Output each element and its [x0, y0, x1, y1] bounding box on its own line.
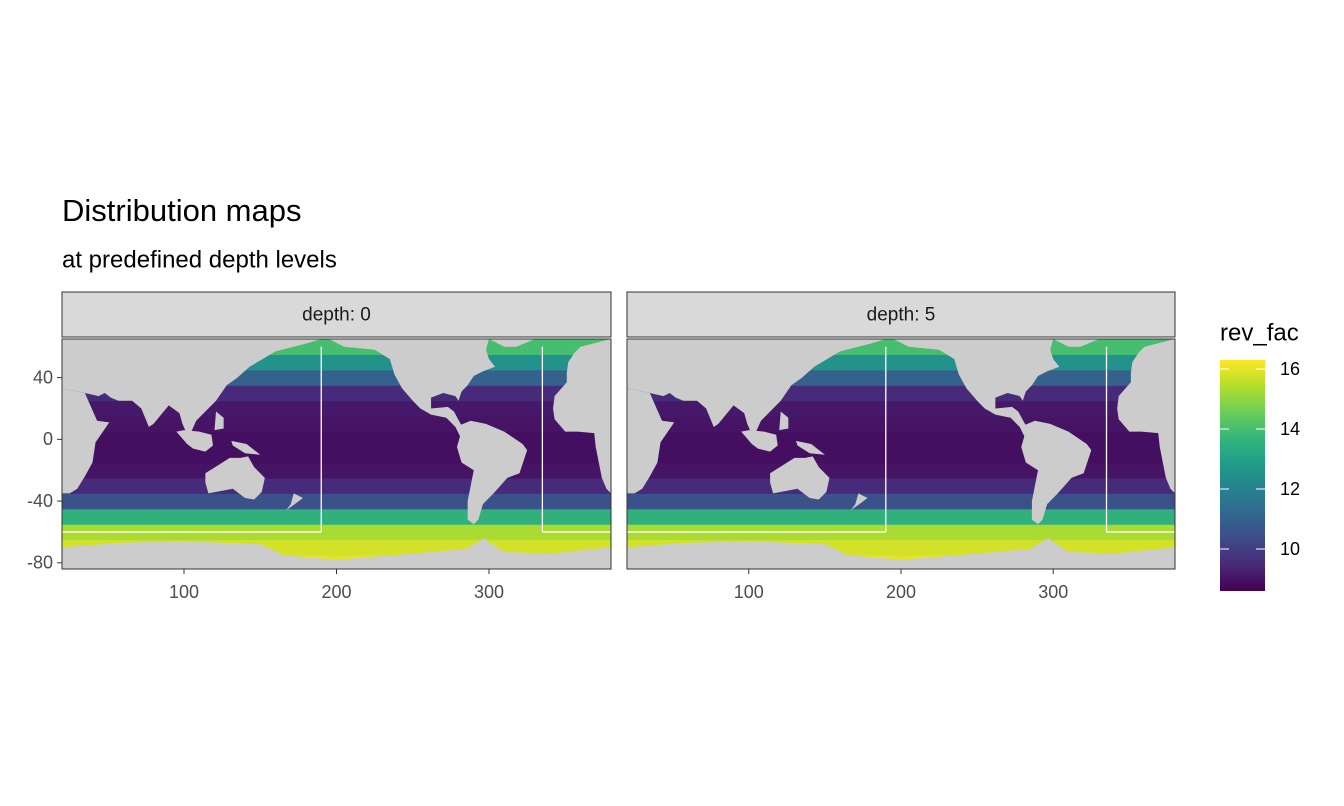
raster-band — [627, 416, 1175, 433]
raster-band — [627, 447, 1175, 463]
colorbar — [1220, 360, 1265, 591]
strip-label: depth: 0 — [302, 305, 371, 326]
land — [231, 440, 261, 455]
panel — [62, 339, 611, 569]
legend-tick-label: 10 — [1280, 539, 1300, 559]
strip — [626, 291, 1176, 338]
land — [779, 411, 789, 431]
land — [489, 339, 535, 347]
land — [176, 430, 213, 452]
land — [286, 493, 303, 511]
land — [893, 339, 1060, 427]
land — [627, 339, 886, 438]
y-tick-label: 0 — [43, 429, 53, 449]
land — [328, 339, 496, 427]
land — [770, 456, 830, 500]
panel — [627, 339, 1175, 569]
x-tick-label: 100 — [169, 582, 199, 602]
land — [62, 388, 110, 494]
land — [627, 388, 675, 494]
land — [795, 440, 825, 455]
raster-band — [627, 431, 1175, 448]
land — [741, 430, 778, 452]
land — [1117, 339, 1175, 494]
raster-band — [62, 524, 611, 541]
x-tick-label: 200 — [321, 582, 351, 602]
legend-tick-label: 16 — [1280, 359, 1300, 379]
land — [62, 339, 322, 438]
y-tick-label: -80 — [27, 553, 53, 573]
y-tick-label: 40 — [33, 367, 53, 387]
raster-band — [627, 508, 1175, 525]
raster-band — [62, 416, 611, 433]
land — [850, 493, 868, 511]
x-tick-label: 300 — [474, 582, 504, 602]
chart-title: Distribution maps — [62, 193, 301, 228]
raster-band — [62, 477, 611, 494]
raster-band — [62, 493, 611, 510]
land — [553, 339, 611, 494]
land — [62, 538, 611, 569]
strip-label: depth: 5 — [867, 305, 936, 326]
y-tick-label: -40 — [27, 491, 53, 511]
land — [1019, 420, 1092, 525]
land — [455, 420, 528, 525]
x-tick-label: 300 — [1038, 582, 1068, 602]
raster-band — [627, 462, 1175, 479]
raster-band — [62, 431, 611, 448]
chart-subtitle: at predefined depth levels — [62, 246, 337, 273]
x-tick-label: 100 — [734, 582, 764, 602]
raster-band — [627, 493, 1175, 510]
raster-band — [62, 447, 611, 463]
raster-band — [62, 462, 611, 479]
strip — [61, 291, 612, 338]
land — [1053, 339, 1099, 347]
legend-tick-label: 14 — [1280, 419, 1300, 439]
x-tick-label: 200 — [886, 582, 916, 602]
legend-tick-label: 12 — [1280, 479, 1300, 499]
land — [214, 411, 224, 431]
legend-title: rev_fac — [1220, 319, 1299, 346]
land — [627, 538, 1175, 569]
raster-band — [62, 508, 611, 525]
raster-band — [627, 524, 1175, 541]
raster-band — [627, 477, 1175, 494]
land — [205, 456, 265, 500]
